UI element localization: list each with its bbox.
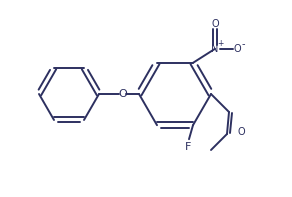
Text: O: O: [237, 127, 245, 137]
Text: O: O: [119, 89, 127, 99]
Text: +: +: [217, 39, 223, 48]
Text: O: O: [233, 44, 241, 54]
Text: F: F: [185, 142, 191, 152]
Text: -: -: [241, 39, 245, 49]
Text: N: N: [211, 44, 219, 54]
Text: O: O: [211, 19, 219, 29]
